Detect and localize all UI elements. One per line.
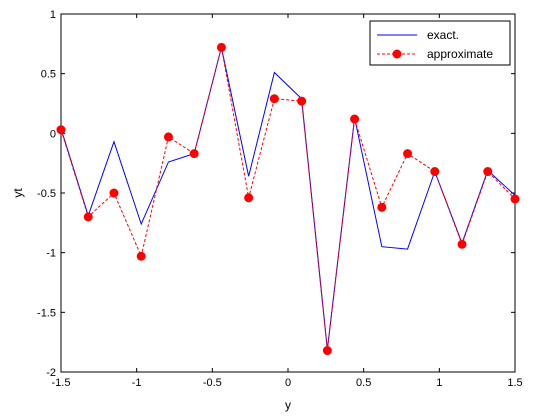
x-tick-label: 1 <box>436 377 442 389</box>
data-point-approximate <box>350 114 360 124</box>
data-point-approximate <box>109 188 119 198</box>
series-layer <box>56 42 520 356</box>
x-tick-label: -0.5 <box>203 377 222 389</box>
series-line-approximate <box>60 47 516 351</box>
data-point-approximate <box>510 194 520 204</box>
data-point-approximate <box>377 202 387 212</box>
legend-approximate-marker <box>392 49 402 59</box>
y-tick-label: -1.5 <box>37 307 56 319</box>
legend-approximate-label: approximate <box>427 47 493 61</box>
data-point-approximate <box>136 251 146 261</box>
y-tick-label: -1 <box>46 248 56 260</box>
data-point-approximate <box>56 125 66 135</box>
data-point-approximate <box>322 346 332 356</box>
x-axis-label: y <box>285 398 291 412</box>
data-point-approximate <box>244 193 254 203</box>
data-point-approximate <box>430 167 440 177</box>
x-tick-label: 1.5 <box>507 377 522 389</box>
y-axis-ticks: -2 -1.5 -1 -0.5 0 0.5 1 <box>37 9 515 379</box>
data-point-approximate <box>483 167 493 177</box>
y-tick-label: -2 <box>46 367 56 379</box>
x-axis-ticks: -1.5 -1 -0.5 0 0.5 1 1.5 <box>52 14 523 389</box>
legend-box <box>369 20 511 66</box>
x-tick-label: -1.5 <box>52 377 71 389</box>
data-point-approximate <box>163 132 173 142</box>
data-point-approximate <box>83 212 93 222</box>
data-point-approximate <box>403 149 413 159</box>
y-tick-label: 0.5 <box>41 69 56 81</box>
y-axis-label: yt <box>11 188 25 198</box>
data-point-approximate <box>297 96 307 106</box>
y-tick-label: 0 <box>50 128 56 140</box>
data-point-approximate <box>457 239 467 249</box>
legend-exact-label: exact. <box>427 28 459 42</box>
y-tick-label: -0.5 <box>37 188 56 200</box>
data-point-approximate <box>189 149 199 159</box>
data-point-approximate <box>269 94 279 104</box>
x-tick-label: 0.5 <box>356 377 371 389</box>
plot-area <box>60 13 516 373</box>
x-tick-label: 0 <box>285 377 291 389</box>
legend: exact. approximate <box>369 20 511 66</box>
y-tick-label: 1 <box>50 9 56 21</box>
data-point-approximate <box>216 42 226 52</box>
x-tick-label: -1 <box>132 377 142 389</box>
